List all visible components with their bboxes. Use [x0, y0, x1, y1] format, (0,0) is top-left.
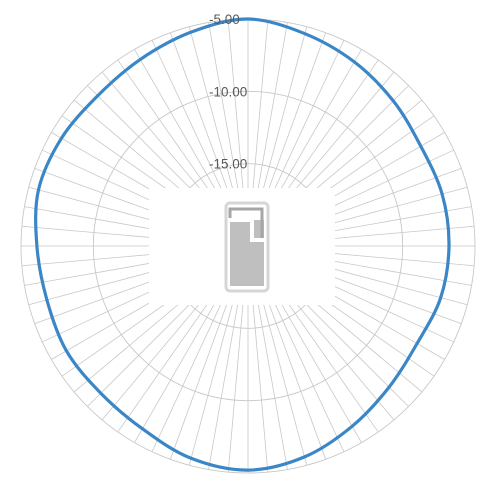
grid-ring — [92, 90, 404, 402]
device-illustration — [149, 188, 335, 305]
radial-tick-label: -10.00 — [209, 84, 247, 99]
radial-tick-label: -15.00 — [209, 157, 247, 172]
radial-tick-labels: -5.00 -10.00 -15.00 — [209, 12, 247, 172]
phone-device-icon — [224, 201, 270, 293]
series-line — [34, 17, 451, 472]
radial-tick-label: -5.00 — [209, 12, 240, 27]
series-layer — [34, 17, 451, 472]
